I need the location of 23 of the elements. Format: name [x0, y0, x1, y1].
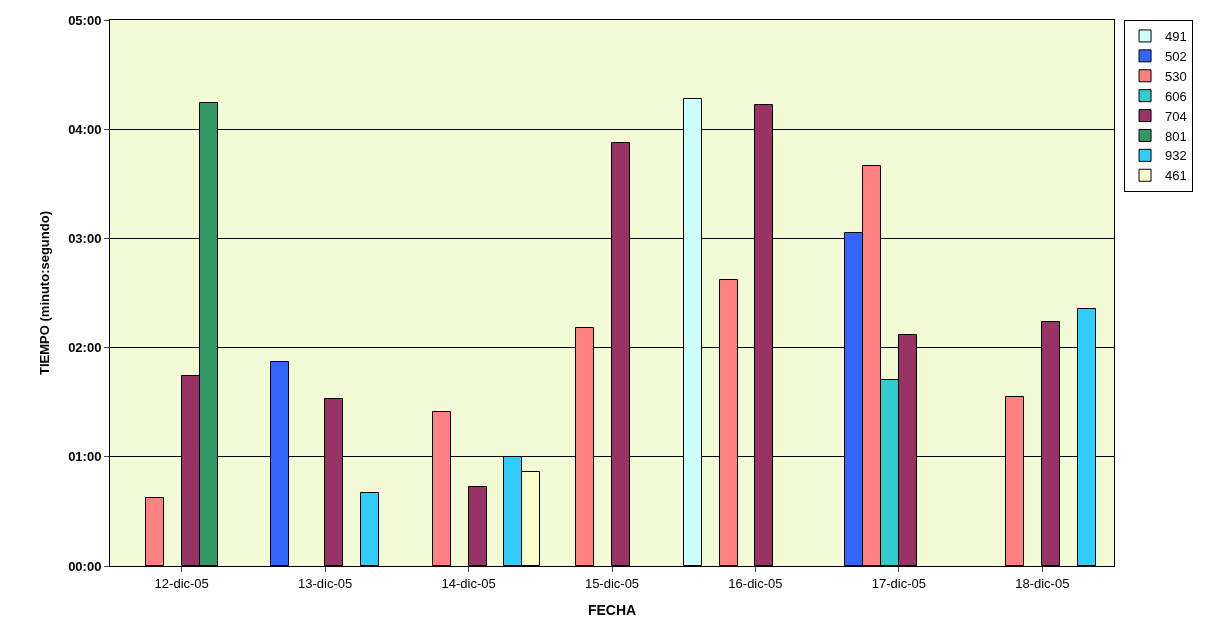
- x-axis-title: FECHA: [587, 601, 637, 618]
- x-tick-label: 14-dic-05: [441, 575, 496, 591]
- legend-label: 530: [1165, 68, 1187, 84]
- x-tick-label: 18-dic-05: [1015, 575, 1070, 591]
- legend-label: 502: [1165, 48, 1187, 64]
- legend-label: 704: [1165, 108, 1187, 124]
- y-tick-label: 01:00: [68, 449, 102, 465]
- y-axis-title: TIEMPO (minuto:segundo): [37, 211, 53, 375]
- y-tick-label: 03:00: [68, 230, 102, 246]
- y-tick-label: 00:00: [68, 558, 102, 574]
- y-tick-label: 05:00: [68, 12, 102, 28]
- x-tick-label: 17-dic-05: [871, 575, 926, 591]
- legend-label: 801: [1165, 128, 1187, 144]
- x-tick-label: 16-dic-05: [728, 575, 783, 591]
- y-tick-label: 04:00: [68, 121, 102, 137]
- legend-label: 606: [1165, 88, 1187, 104]
- x-tick-label: 13-dic-05: [298, 575, 353, 591]
- legend-label: 491: [1165, 29, 1187, 45]
- x-tick-label: 12-dic-05: [154, 575, 209, 591]
- legend-label: 461: [1165, 168, 1187, 184]
- x-tick-label: 15-dic-05: [584, 575, 640, 591]
- legend-label: 932: [1165, 148, 1187, 164]
- y-tick-label: 02:00: [68, 340, 102, 356]
